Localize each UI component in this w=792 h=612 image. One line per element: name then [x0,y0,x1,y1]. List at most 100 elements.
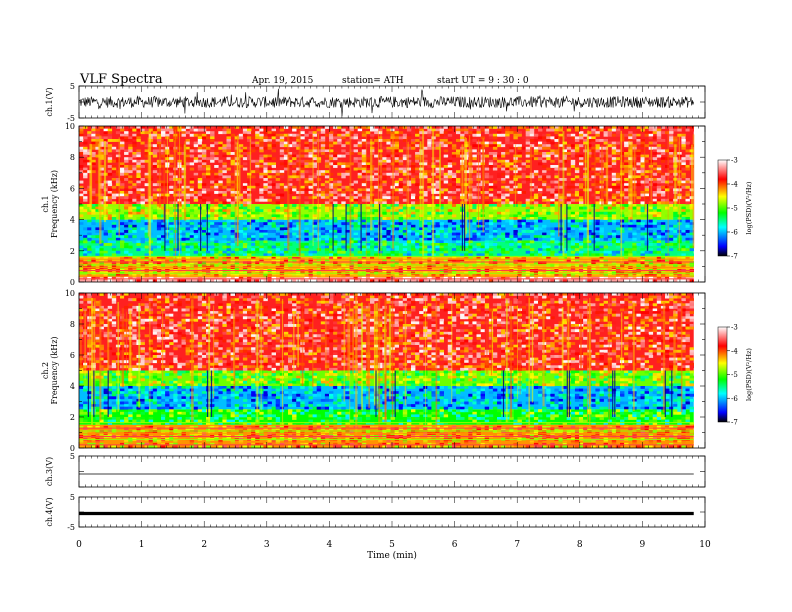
psd-cell [538,235,543,239]
psd-cell [603,133,608,137]
psd-cell [521,136,526,140]
psd-cell [525,206,531,210]
psd-cell [681,146,686,150]
psd-cell [357,219,363,223]
psd-cell [620,136,625,140]
psd-cell [386,245,391,249]
psd-cell [554,144,559,148]
psd-cell [201,222,207,226]
psd-cell [595,144,600,148]
psd-cell [263,154,268,158]
psd-cell [238,149,244,153]
psd-cell [263,146,268,150]
psd-cell [296,162,301,166]
psd-cell [550,159,555,163]
psd-cell [247,157,252,161]
psd-cell [357,248,363,252]
psd-cell [378,139,383,142]
psd-cell [660,193,666,197]
psd-cell [488,222,494,226]
psd-cell [447,209,453,213]
psd-cell [673,126,678,129]
psd-cell [505,165,510,168]
psd-cell [161,128,166,132]
psd-cell [189,178,195,181]
psd-cell [234,245,240,249]
psd-cell [324,201,330,205]
psd-cell [144,209,149,213]
psd-cell [669,180,674,184]
psd-cell [218,185,223,189]
psd-cell [288,261,293,265]
psd-cell [99,136,104,140]
psd-cell [406,136,412,140]
psd-cell [255,211,260,215]
psd-cell [574,170,580,174]
psd-cell [648,219,654,223]
psd-cell [115,131,121,135]
psd-cell [99,141,104,145]
psd-cell [161,235,166,239]
psd-cell [128,276,133,280]
psd-cell [292,224,297,228]
psd-cell [324,141,330,145]
psd-cell [533,149,539,153]
sferic-stripe [166,136,168,240]
psd-cell [136,133,141,137]
psd-cell [324,165,330,168]
psd-cell [251,232,256,236]
psd-cell [300,204,305,207]
psd-cell [156,224,162,228]
psd-cell [263,172,268,176]
psd-cell [263,243,268,246]
psd-cell [288,258,293,262]
psd-cell [542,175,547,179]
psd-cell [156,214,162,218]
psd-cell [435,131,440,135]
psd-cell [214,222,219,226]
psd-cell [656,258,662,262]
psd-cell [579,193,584,197]
psd-cell [591,139,596,142]
psd-cell [124,211,129,215]
psd-cell [107,198,113,202]
psd-cell [144,159,149,163]
psd-cell [185,196,190,200]
psd-cell [476,232,481,236]
psd-cell [652,198,658,202]
psd-cell [472,193,477,197]
psd-cell [497,235,502,239]
psd-cell [91,167,96,171]
psd-cell [538,144,543,148]
psd-cell [439,191,444,194]
psd-cell [615,235,621,239]
psd-cell [681,209,686,213]
psd-cell [238,136,244,140]
psd-cell [226,159,231,163]
psd-cell [275,258,281,262]
psd-cell [226,248,231,252]
psd-cell [419,279,424,283]
psd-cell [292,141,297,145]
psd-cell [402,185,408,189]
date-label: Apr. 19, 2015 [252,76,314,86]
psd-cell [636,133,641,137]
psd-cell [230,219,235,223]
psd-cell [324,222,330,226]
psd-cell [353,245,358,249]
psd-cell [583,222,588,226]
psd-cell [304,253,309,257]
psd-cell [566,172,572,176]
psd-cell [546,198,551,202]
psd-cell [288,243,293,246]
sferic-stripe [439,143,441,213]
psd-cell [169,222,174,226]
psd-cell [579,222,584,226]
psd-cell [267,222,272,226]
psd-cell [115,157,121,161]
psd-cell [394,224,399,228]
psd-cell [120,217,125,220]
psd-cell [218,261,223,265]
psd-cell [124,204,129,207]
psd-cell [115,152,121,155]
